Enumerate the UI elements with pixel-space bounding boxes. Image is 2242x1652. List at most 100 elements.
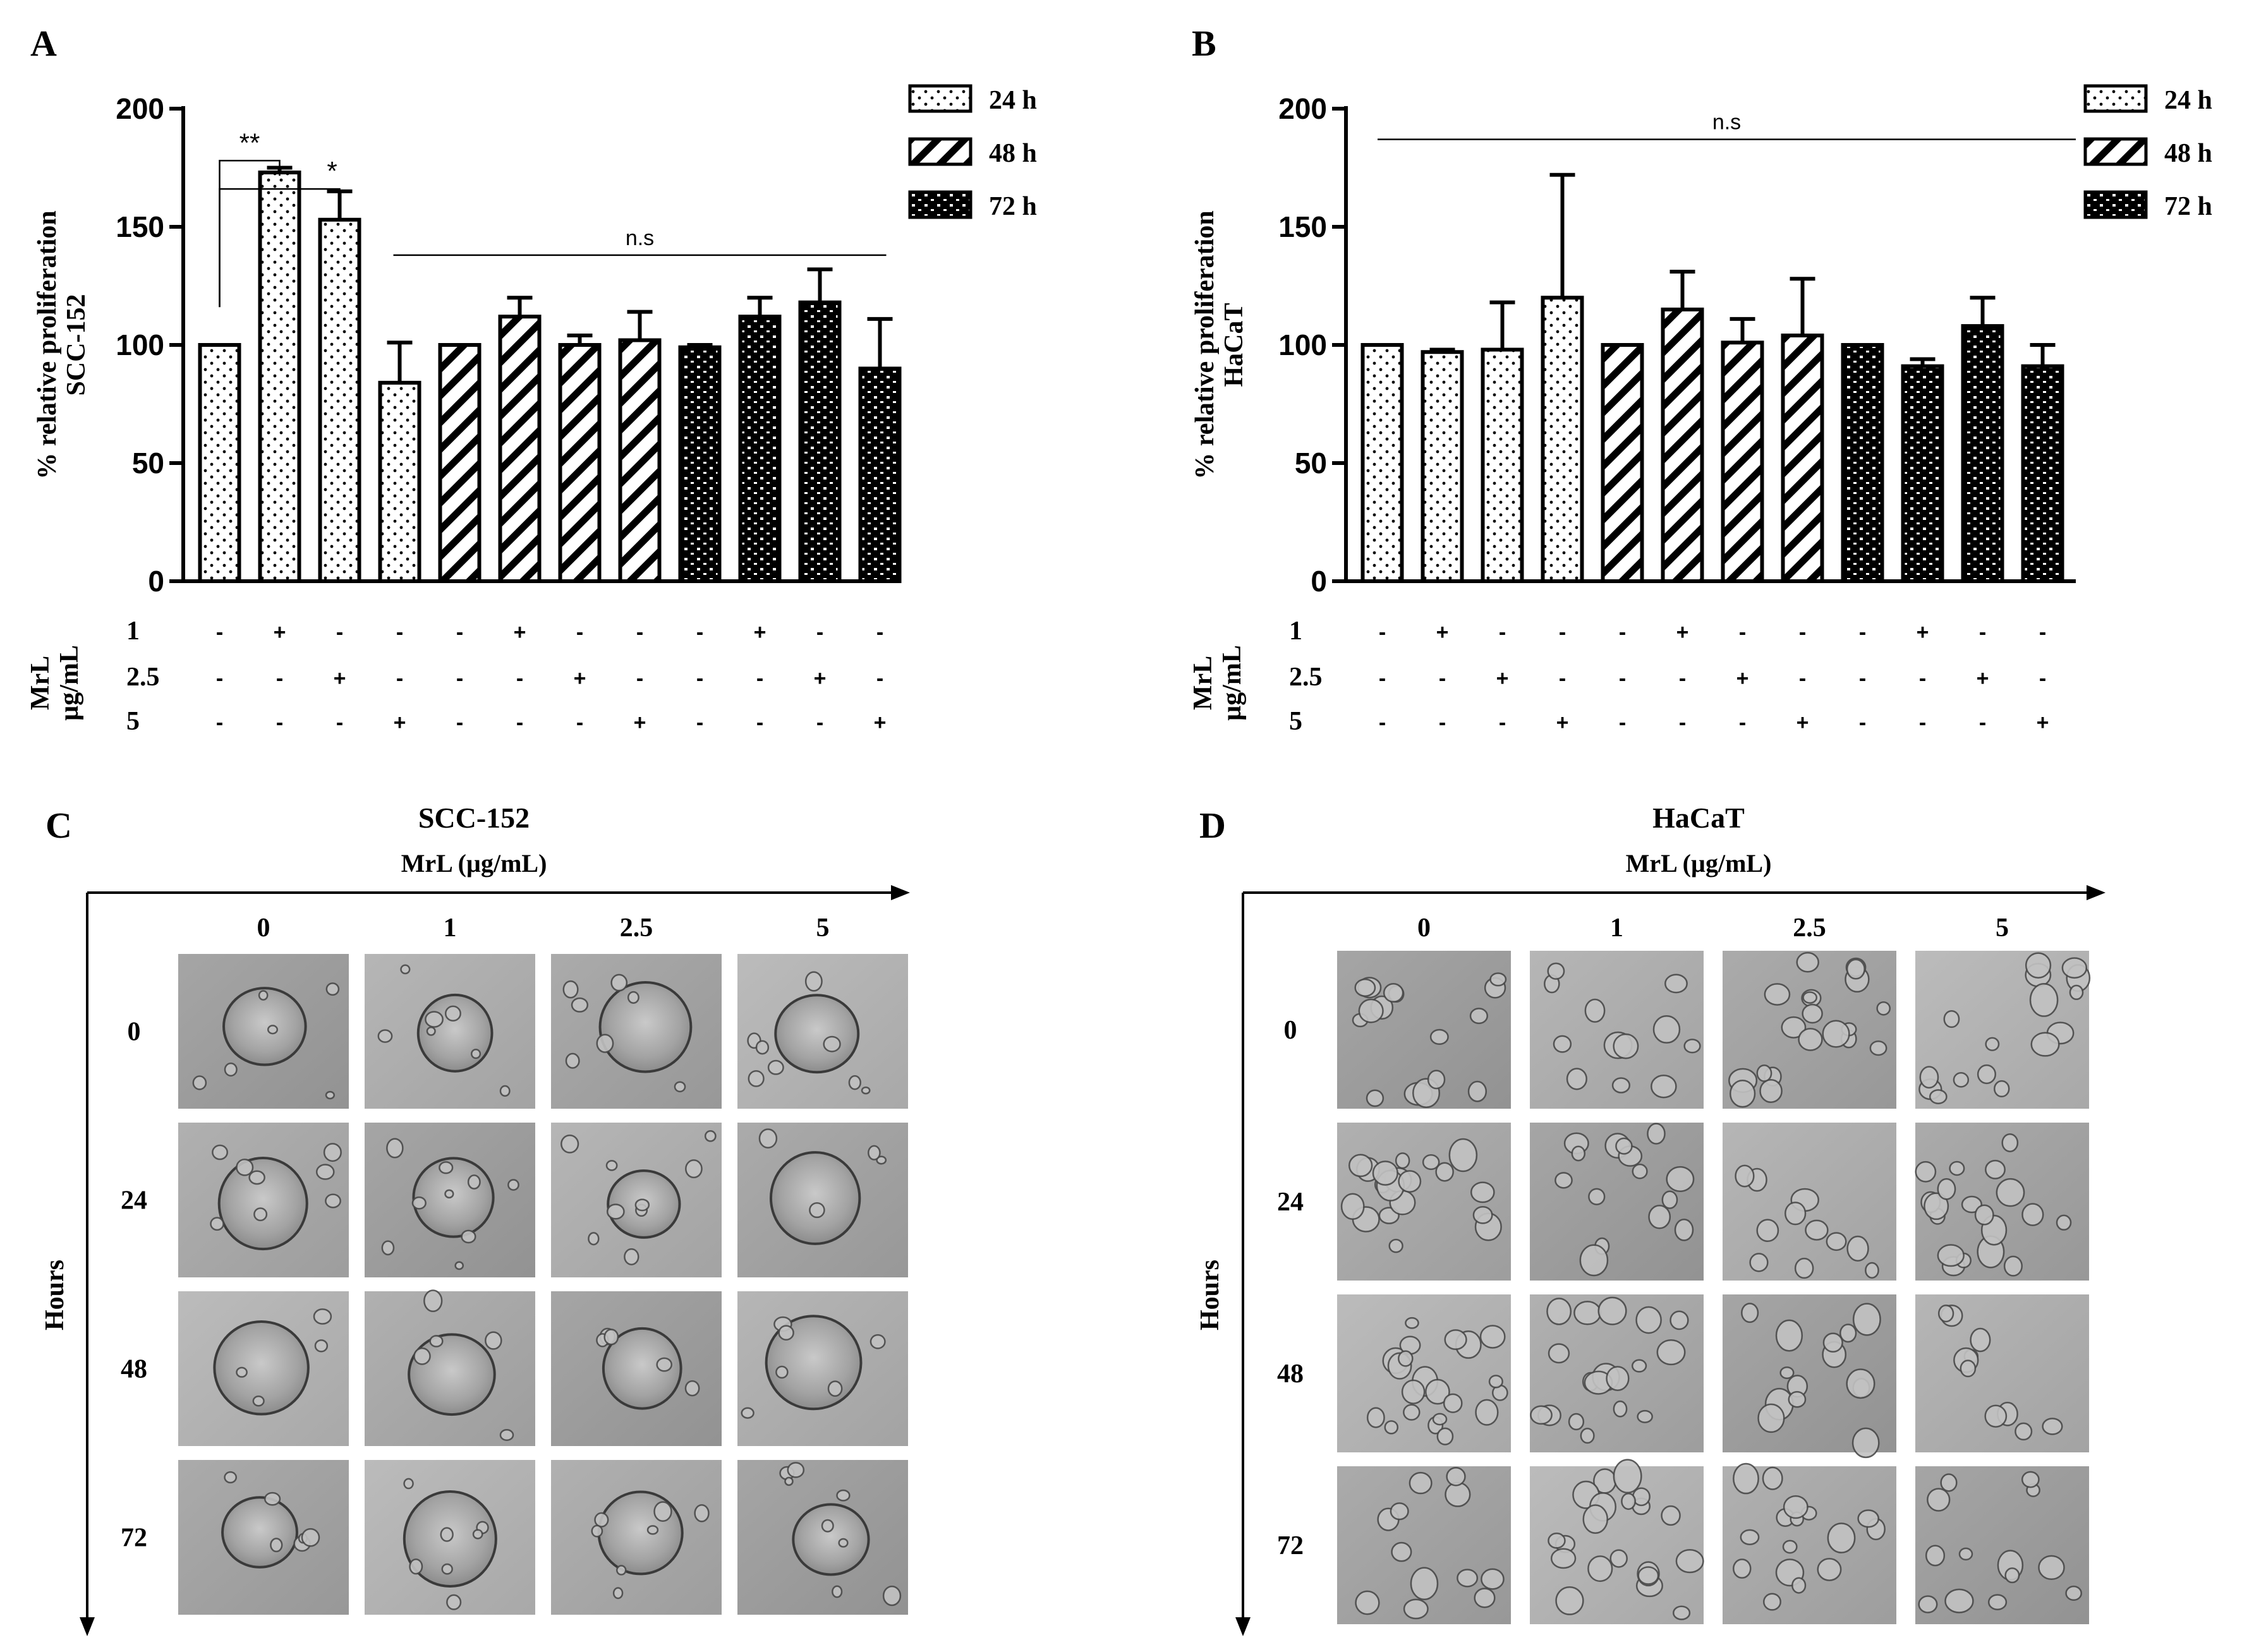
cell	[1445, 1481, 1471, 1507]
cell	[323, 1143, 342, 1162]
cell	[634, 1198, 650, 1212]
cell	[1422, 1154, 1440, 1171]
chart-a: 0 50 100 150 200 % relative proliferationSCC-…	[26, 84, 1037, 736]
cell	[1637, 1409, 1653, 1423]
cell	[1762, 1466, 1783, 1490]
spheroid	[597, 1490, 684, 1576]
row-label: 0	[128, 1018, 141, 1047]
spheroid	[792, 1503, 870, 1576]
treatment-sign: -	[336, 620, 343, 644]
cell	[1949, 1161, 1965, 1176]
cell	[1467, 1080, 1488, 1102]
cell	[571, 997, 589, 1013]
cell	[1740, 1529, 1760, 1545]
panel-letter-d: D	[1199, 805, 1226, 846]
cell	[1448, 1138, 1478, 1173]
treatment-sign: -	[1619, 666, 1626, 690]
bar	[558, 343, 602, 583]
cell	[1857, 1509, 1880, 1528]
cell	[1348, 1154, 1373, 1178]
legend-swatch	[2083, 84, 2148, 113]
cell	[2021, 1203, 2044, 1226]
y-tick-label: 150	[1278, 210, 1327, 243]
y-tick-label: 200	[1278, 92, 1327, 125]
y-axis-label-line1: % relative proliferation	[33, 210, 62, 479]
cell	[748, 1070, 765, 1087]
cell	[1977, 1064, 1996, 1085]
cell	[1944, 1588, 1974, 1613]
bar	[1481, 347, 1524, 583]
bar	[1541, 296, 1584, 583]
cell	[694, 1504, 710, 1522]
cell	[1355, 1590, 1380, 1615]
cell	[1764, 983, 1791, 1006]
cell	[1781, 1016, 1807, 1039]
y-axis-label: % relative proliferationSCC-152	[33, 210, 91, 479]
dose-label: 5	[1289, 707, 1302, 736]
treatment-sign: -	[216, 666, 223, 690]
column-label: 5	[816, 913, 830, 943]
cell	[684, 1380, 700, 1397]
cell	[832, 1585, 843, 1598]
cell	[2065, 1585, 2082, 1601]
treatment-sign: +	[1676, 620, 1689, 644]
cell	[1425, 1378, 1450, 1405]
micrograph-tile	[365, 1123, 535, 1277]
cell	[1358, 998, 1384, 1023]
cell	[775, 1365, 789, 1379]
treatment-sign: +	[274, 620, 286, 644]
cell	[1340, 1193, 1365, 1221]
cell	[1390, 1502, 1409, 1521]
treatment-sign: +	[1797, 711, 1809, 735]
cell	[1839, 1323, 1857, 1343]
cell	[1924, 1192, 1949, 1221]
column-label: 5	[1996, 913, 2009, 943]
spheroid	[217, 1156, 308, 1251]
cell	[2029, 983, 2059, 1017]
cell	[606, 1203, 625, 1220]
cell	[1674, 1219, 1694, 1241]
cell	[2015, 1422, 2033, 1441]
treatment-sign: -	[576, 711, 583, 735]
bar	[198, 343, 241, 583]
cell	[1427, 1070, 1446, 1090]
column-label: 1	[444, 913, 457, 943]
micrograph-tile	[1915, 951, 2091, 1109]
cell	[1987, 1594, 2008, 1611]
cell	[1666, 1166, 1695, 1192]
cell	[1869, 1040, 1888, 1056]
treatment-sign: +	[1736, 666, 1749, 690]
cell	[1791, 1577, 1807, 1594]
cell	[560, 1134, 579, 1154]
micrograph-tile	[737, 1460, 908, 1615]
cell	[325, 1090, 336, 1100]
y-tick-label: 150	[116, 210, 164, 243]
treatment-sign: -	[1679, 711, 1686, 735]
cell	[1631, 1359, 1647, 1373]
treatment-sign: -	[216, 620, 223, 644]
cell	[624, 1248, 639, 1265]
cell	[1637, 1566, 1659, 1585]
y-axis-label-line1: % relative proliferation	[1191, 210, 1220, 479]
cell	[1584, 998, 1606, 1023]
row-label: 48	[1277, 1360, 1304, 1389]
cell	[441, 1563, 453, 1575]
legend-swatch	[908, 190, 973, 219]
cell	[2069, 984, 2084, 1001]
cell	[1735, 1164, 1755, 1188]
cell	[1749, 1253, 1769, 1272]
cell	[1985, 1037, 2000, 1051]
cell	[1588, 1188, 1606, 1205]
cell	[1984, 1404, 2008, 1428]
cell	[192, 1075, 207, 1090]
significance-label: *	[327, 156, 337, 186]
cell	[1403, 1598, 1429, 1620]
treatment-sign: -	[636, 620, 643, 644]
y-arrow-head	[1235, 1617, 1251, 1636]
treatment-sign: -	[1919, 711, 1926, 735]
cell	[1571, 1145, 1586, 1162]
bar	[618, 338, 662, 584]
micrograph-tile	[1723, 951, 1896, 1109]
row-label: 72	[121, 1524, 147, 1553]
cell	[562, 980, 579, 999]
